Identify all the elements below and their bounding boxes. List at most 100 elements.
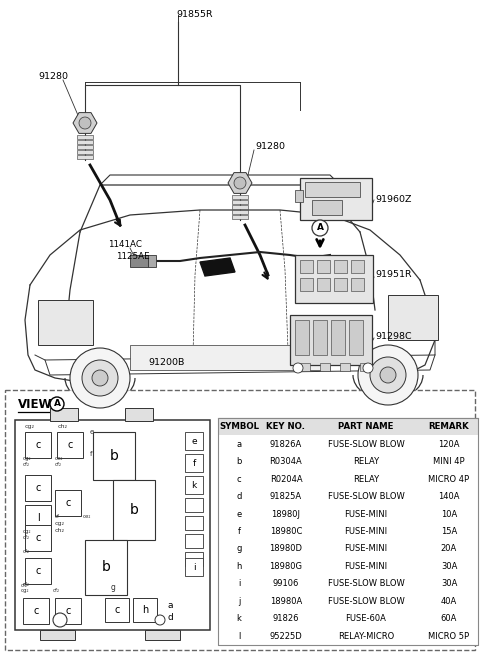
Text: c: c bbox=[36, 566, 41, 576]
Text: cf₂: cf₂ bbox=[53, 588, 60, 593]
Text: cf₂: cf₂ bbox=[23, 582, 30, 587]
Text: c: c bbox=[36, 483, 41, 493]
Text: b: b bbox=[130, 503, 138, 517]
Bar bbox=[305, 182, 360, 197]
Bar bbox=[218, 628, 478, 645]
Text: b: b bbox=[236, 457, 242, 466]
Text: 20A: 20A bbox=[441, 544, 457, 554]
Circle shape bbox=[363, 363, 373, 373]
Text: RELAY: RELAY bbox=[353, 474, 379, 483]
Text: 91826A: 91826A bbox=[270, 440, 302, 449]
Bar bbox=[185, 516, 203, 530]
Text: cg₂: cg₂ bbox=[23, 529, 32, 534]
Circle shape bbox=[370, 357, 406, 393]
Text: A: A bbox=[316, 224, 324, 232]
Bar bbox=[317, 278, 330, 291]
Bar bbox=[300, 178, 372, 220]
Circle shape bbox=[380, 367, 396, 383]
Bar bbox=[300, 278, 313, 291]
Text: FUSE-SLOW BLOW: FUSE-SLOW BLOW bbox=[328, 440, 404, 449]
Circle shape bbox=[234, 177, 246, 189]
Text: 18980A: 18980A bbox=[270, 597, 302, 606]
Text: FUSE-MINI: FUSE-MINI bbox=[345, 510, 387, 518]
Polygon shape bbox=[73, 113, 97, 133]
Polygon shape bbox=[228, 173, 252, 194]
Bar bbox=[218, 453, 478, 470]
Text: cf₂: cf₂ bbox=[23, 549, 30, 554]
Text: 91826: 91826 bbox=[273, 614, 299, 623]
Text: 30A: 30A bbox=[441, 562, 457, 571]
Text: R0204A: R0204A bbox=[270, 474, 302, 483]
Text: h: h bbox=[236, 562, 242, 571]
Bar bbox=[312, 200, 342, 215]
Bar bbox=[25, 432, 51, 458]
Bar bbox=[320, 363, 330, 371]
Text: cf₂: cf₂ bbox=[23, 462, 30, 467]
Text: c: c bbox=[237, 474, 241, 483]
Text: c: c bbox=[65, 498, 71, 508]
Text: c: c bbox=[36, 533, 41, 543]
Bar bbox=[38, 300, 93, 345]
Bar bbox=[218, 575, 478, 592]
Text: REMARK: REMARK bbox=[429, 422, 469, 431]
Text: c: c bbox=[36, 440, 41, 450]
Bar bbox=[77, 135, 93, 139]
Text: cf₂: cf₂ bbox=[23, 535, 30, 540]
Text: 91200B: 91200B bbox=[148, 358, 184, 367]
Bar bbox=[50, 408, 78, 421]
Bar bbox=[130, 255, 148, 267]
Text: 91298C: 91298C bbox=[375, 332, 412, 341]
Circle shape bbox=[79, 117, 91, 129]
Bar bbox=[360, 363, 370, 371]
Bar bbox=[232, 195, 248, 199]
Bar bbox=[388, 295, 438, 340]
Bar bbox=[295, 190, 303, 202]
Text: 18980C: 18980C bbox=[270, 527, 302, 536]
Text: ce₂: ce₂ bbox=[55, 456, 63, 461]
Text: f: f bbox=[192, 459, 196, 468]
Circle shape bbox=[50, 397, 64, 411]
Circle shape bbox=[53, 613, 67, 627]
Text: FUSE-60A: FUSE-60A bbox=[346, 614, 386, 623]
Text: 18980D: 18980D bbox=[269, 544, 302, 554]
Bar bbox=[85, 540, 127, 595]
Text: 91280: 91280 bbox=[255, 142, 285, 151]
Text: RELAY-MICRO: RELAY-MICRO bbox=[338, 632, 394, 641]
Text: MICRO 5P: MICRO 5P bbox=[429, 632, 469, 641]
Text: d: d bbox=[167, 613, 173, 623]
Text: c: c bbox=[65, 606, 71, 616]
Bar bbox=[232, 210, 248, 214]
Text: 140A: 140A bbox=[438, 492, 460, 501]
Bar bbox=[317, 260, 330, 273]
Bar bbox=[40, 630, 75, 640]
Bar bbox=[218, 523, 478, 541]
Bar bbox=[218, 610, 478, 628]
Text: cg₂: cg₂ bbox=[23, 456, 32, 461]
Bar bbox=[295, 255, 373, 303]
Bar bbox=[15, 420, 210, 630]
Bar bbox=[300, 363, 310, 371]
Text: j: j bbox=[238, 597, 240, 606]
Text: 91951R: 91951R bbox=[375, 270, 412, 279]
Bar bbox=[105, 598, 129, 622]
Circle shape bbox=[312, 220, 328, 236]
Text: 91960Z: 91960Z bbox=[375, 195, 411, 204]
Text: 91825A: 91825A bbox=[270, 492, 302, 501]
Text: RELAY: RELAY bbox=[353, 457, 379, 466]
Circle shape bbox=[82, 360, 118, 396]
Bar bbox=[334, 278, 347, 291]
Text: FUSE-SLOW BLOW: FUSE-SLOW BLOW bbox=[328, 492, 404, 501]
Text: 40A: 40A bbox=[441, 597, 457, 606]
Bar bbox=[77, 140, 93, 144]
Bar bbox=[313, 320, 327, 355]
Text: 120A: 120A bbox=[438, 440, 460, 449]
Text: i: i bbox=[238, 579, 240, 588]
Text: k: k bbox=[237, 614, 241, 623]
Bar bbox=[25, 525, 51, 551]
Text: 1141AC: 1141AC bbox=[108, 240, 142, 249]
Text: R0304A: R0304A bbox=[270, 457, 302, 466]
Bar bbox=[55, 598, 81, 624]
Bar bbox=[290, 315, 372, 365]
Text: g: g bbox=[110, 583, 115, 592]
Bar bbox=[23, 598, 49, 624]
